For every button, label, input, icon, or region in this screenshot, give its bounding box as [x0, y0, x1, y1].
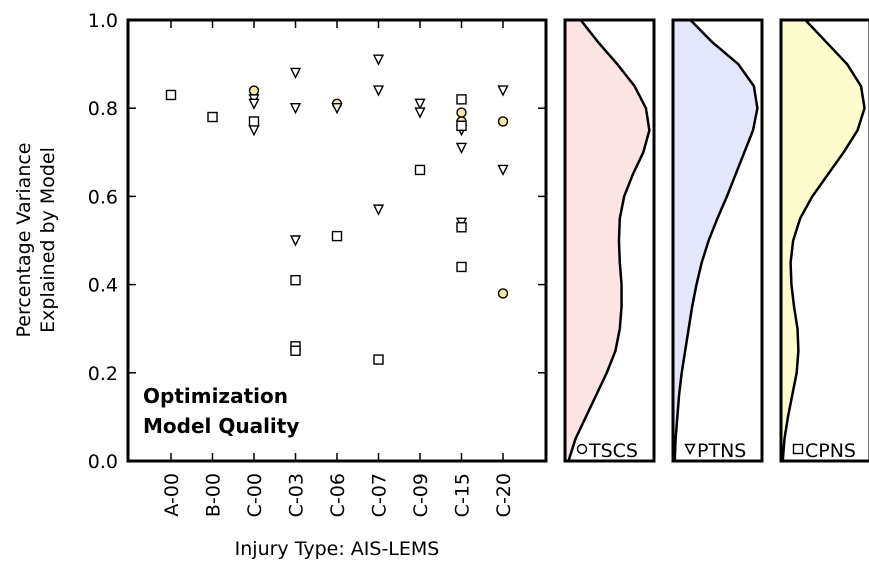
density-curve: [781, 19, 866, 462]
annotation-line-1: Optimization: [143, 384, 288, 408]
cpns-point: [165, 89, 177, 101]
density-frame: [671, 18, 764, 463]
tscs-point: [248, 85, 260, 96]
annotation-line-2: Model Quality: [143, 414, 299, 438]
density-panel-cpns: CPNS: [779, 18, 869, 463]
cpns-point: [331, 230, 343, 242]
ptns-point: [414, 98, 426, 110]
ptns-point: [497, 85, 509, 97]
cpns-point: [207, 111, 218, 123]
density-fill: [673, 20, 758, 461]
density-panel-ptns: PTNS: [671, 18, 764, 463]
density-frame: [779, 18, 869, 463]
density-panel-tscs: TSCS: [563, 18, 656, 463]
ptns-point: [289, 67, 302, 79]
x-tick-label: B-00: [203, 473, 225, 517]
legend-cpns: CPNS: [792, 440, 856, 462]
y-tick-label: 0.0: [88, 451, 118, 473]
x-tick-label: C-20: [493, 473, 515, 517]
y-tick-labels: 0.0 0.2 0.4 0.6 0.8 1.0: [88, 10, 118, 473]
legend-ptns: PTNS: [684, 440, 746, 462]
tscs-point: [456, 107, 467, 118]
cpns-point: [248, 116, 260, 127]
y-axis-label-line-2: Explained by Model: [37, 147, 59, 333]
x-tick-label: A-00: [161, 473, 183, 517]
data-points: [165, 54, 509, 365]
x-tick-labels: A-00 B-00 C-00 C-03 C-06 C-07 C-09 C-15 C-20: [161, 473, 515, 517]
x-tick-label: C-15: [452, 473, 474, 517]
y-axis-label-line-1: Percentage Variance: [13, 142, 35, 337]
density-panels: TSCS PTNS CPNS: [563, 18, 869, 463]
density-frame: [563, 18, 656, 463]
cpns-point: [456, 120, 467, 132]
cpns-point: [456, 261, 467, 273]
y-tick-label: 0.2: [88, 363, 118, 385]
cpns-point: [414, 164, 426, 176]
ptns-point: [289, 102, 302, 115]
legend-marker: [576, 443, 588, 455]
x-tick-label: C-06: [327, 473, 349, 517]
y-tick-label: 1.0: [88, 10, 118, 32]
legend-label: CPNS: [805, 440, 856, 462]
ptns-point: [331, 102, 343, 115]
ptns-point: [372, 204, 385, 216]
x-tick-label: C-03: [286, 473, 308, 517]
y-tick-marks: [128, 19, 546, 462]
ptns-point: [289, 235, 302, 247]
ptns-point: [372, 54, 385, 66]
scatter-plot: 0.0 0.2 0.4 0.6 0.8 1.0 A-00 B-00 C-00 C-03 C-06 C…: [13, 10, 548, 560]
ptns-point: [414, 107, 426, 119]
cpns-point: [373, 354, 384, 365]
cpns-point: [290, 274, 301, 286]
density-curve: [567, 19, 651, 462]
y-tick-label: 0.6: [88, 186, 118, 208]
y-tick-label: 0.4: [88, 275, 118, 297]
ptns-point: [372, 85, 385, 97]
legend-label: TSCS: [588, 440, 638, 462]
density-fill: [565, 20, 650, 461]
ptns-point: [455, 142, 468, 154]
tscs-point: [497, 288, 509, 299]
x-tick-label: C-09: [410, 473, 432, 517]
legend-marker: [792, 443, 804, 455]
x-tick-label: C-07: [369, 473, 391, 517]
cpns-point: [456, 94, 467, 105]
cpns-point: [290, 345, 301, 356]
x-tick-label: C-00: [244, 473, 266, 517]
y-tick-label: 0.8: [88, 98, 118, 120]
ptns-point: [497, 164, 509, 177]
density-fill: [781, 20, 865, 461]
tscs-point: [497, 116, 509, 127]
ptns-point: [248, 125, 260, 137]
legend-tscs: TSCS: [576, 440, 638, 462]
legend-label: PTNS: [697, 440, 746, 462]
density-curve: [673, 19, 759, 462]
x-axis-label: Injury Type: AIS-LEMS: [235, 538, 440, 560]
cpns-point: [456, 222, 467, 233]
ptns-point: [248, 98, 260, 110]
legend-marker: [684, 443, 696, 456]
